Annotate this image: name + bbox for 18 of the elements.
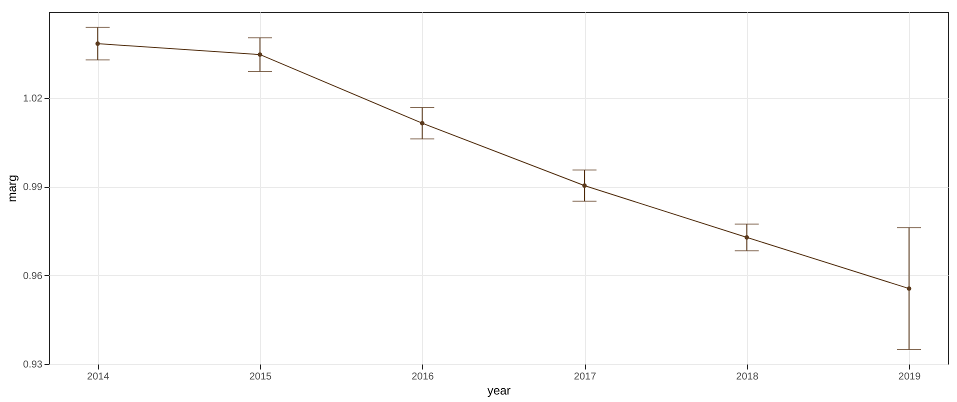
x-tick-label: 2016 — [412, 372, 434, 382]
x-tick-label: 2015 — [249, 372, 272, 382]
y-tick-label: 0.93 — [23, 360, 43, 370]
point — [744, 235, 750, 240]
y-tick-label: 0.96 — [23, 270, 43, 282]
x-tick-label: 2019 — [898, 372, 922, 382]
point — [582, 183, 587, 188]
x-tick-label: 2014 — [87, 372, 110, 382]
point — [906, 286, 912, 291]
point — [420, 120, 424, 126]
x-axis-title: year — [487, 384, 511, 398]
y-axis-title: marg — [5, 174, 20, 202]
y-tick-label: 1.02 — [23, 93, 43, 104]
x-tick-label: 2018 — [736, 372, 759, 382]
y-tick-label: 0.99 — [23, 182, 43, 194]
x-tick-label: 2017 — [574, 372, 597, 382]
point — [258, 52, 262, 57]
point — [95, 41, 100, 46]
